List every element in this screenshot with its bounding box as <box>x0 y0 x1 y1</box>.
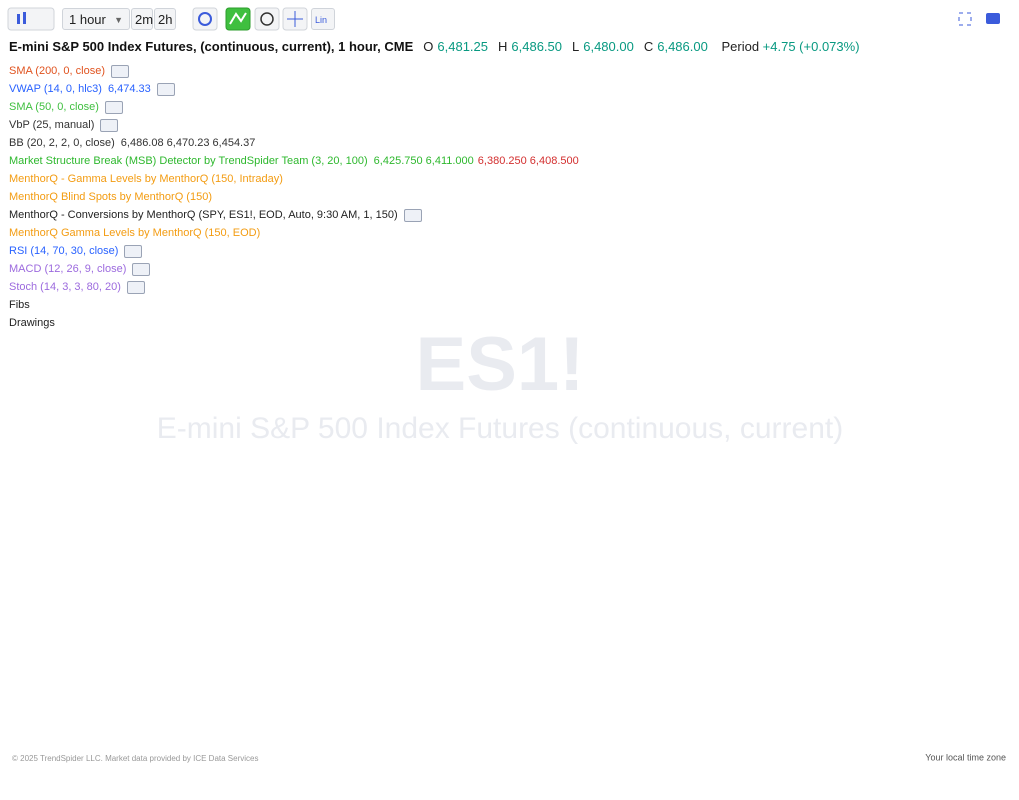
visibility-toggle[interactable] <box>124 244 143 258</box>
copyright: © 2025 TrendSpider LLC. Market data prov… <box>12 754 258 763</box>
settings-button[interactable] <box>192 7 218 31</box>
icon <box>198 12 212 26</box>
button-label: Lin <box>315 15 328 25</box>
indicator: MenthorQ Gamma Levels by MenthorQ (150, … <box>9 224 579 242</box>
icon <box>23 12 26 24</box>
fullscreen-button[interactable] <box>958 12 972 26</box>
indicator: MenthorQ - Conversions by MenthorQ (SPY,… <box>9 206 579 224</box>
interval-button[interactable]: 2m <box>131 8 153 30</box>
visibility-toggle[interactable] <box>104 100 123 114</box>
indicator: RSI (14, 70, 30, close) <box>9 242 579 260</box>
title: E-mini S&P 500 Index Futures, (continuou… <box>9 39 414 54</box>
timezone: Your local time zone <box>925 752 1006 762</box>
indicator-name: SMA (50, 0, close) <box>9 101 99 113</box>
indicator-name: MenthorQ - Gamma Levels by MenthorQ (150… <box>9 173 283 185</box>
indicator-name: MACD (12, 26, 9, close) <box>9 263 127 275</box>
icon <box>229 12 247 25</box>
clock-button[interactable] <box>254 7 280 31</box>
indicator-values: 6,486.08 6,470.23 6,454.37 <box>120 137 256 149</box>
visibility-toggle[interactable] <box>100 118 119 132</box>
interval: 1 hour <box>69 12 106 27</box>
indicator-name: MenthorQ - Conversions by MenthorQ (SPY,… <box>9 209 398 221</box>
visibility-toggle[interactable] <box>403 208 422 222</box>
interval-button[interactable]: 2h <box>154 8 176 30</box>
indicator: VWAP (14, 0, hlc3) 6,474.33 <box>9 80 579 98</box>
ohlc-label: H <box>498 39 508 54</box>
indicator-name: MenthorQ Gamma Levels by MenthorQ (150, … <box>9 227 261 239</box>
indicator-values: 6,425.750 6,411.000 <box>373 155 474 167</box>
button-label: 2h <box>158 12 173 27</box>
indicator-list: SMA (200, 0, close) VWAP (14, 0, hlc3) 6,4… <box>9 62 579 332</box>
indicator-values: 6,474.33 <box>107 83 151 95</box>
indicator-name: MenthorQ Blind Spots by MenthorQ (150) <box>9 191 212 203</box>
indicator: VbP (25, manual) <box>9 116 579 134</box>
indicator-name: RSI (14, 70, 30, close) <box>9 245 119 257</box>
indicator: BB (20, 2, 2, 0, close) 6,486.08 6,470.23… <box>9 134 579 152</box>
indicator: Drawings <box>9 314 579 332</box>
ohlc-label: L <box>572 39 580 54</box>
indicator: Stoch (14, 3, 3, 80, 20) <box>9 278 579 296</box>
ohlc: O 6,481.25 H 6,486.50 L 6,480.00 C 6,486.00 <box>413 39 708 54</box>
indicator: MenthorQ Blind Spots by MenthorQ (150) <box>9 188 579 206</box>
ohlc-value: 6,486.50 <box>511 39 562 54</box>
visibility-toggle[interactable] <box>111 64 129 78</box>
icon <box>260 12 274 26</box>
watermark-symbol: ES1! <box>416 322 585 407</box>
indicator-name: VbP (25, manual) <box>9 119 95 131</box>
visibility-toggle[interactable] <box>126 280 145 294</box>
indicator-name: Fibs <box>9 299 30 311</box>
screenshot-button[interactable] <box>986 13 1000 24</box>
ohlc-value: 6,481.25 <box>437 39 488 54</box>
visibility-toggle[interactable] <box>156 82 175 96</box>
ohlc-label: C <box>643 39 654 54</box>
visibility-toggle[interactable] <box>132 262 151 276</box>
ohlc-value: 6,486.00 <box>657 39 708 54</box>
indicator-name: SMA (200, 0, close) <box>9 65 105 77</box>
indicator: MenthorQ - Gamma Levels by MenthorQ (150… <box>9 170 579 188</box>
button-label: 2m <box>135 12 154 27</box>
draw-button[interactable] <box>225 7 251 31</box>
indicator: Fibs <box>9 296 579 314</box>
watermark-name: E-mini S&P 500 Index Futures (continuous… <box>157 412 843 445</box>
indicator-values: 6,380.250 6,408.500 <box>477 155 579 167</box>
caret: ▼ <box>114 15 123 25</box>
scale-button[interactable]: Lin <box>311 8 335 30</box>
header: E-mini S&P 500 Index Futures, (continuou… <box>9 39 860 54</box>
indicator: SMA (200, 0, close) <box>9 62 579 80</box>
ohlc-label: O <box>423 39 434 54</box>
interval-select[interactable]: 1 hour ▼ <box>62 8 130 30</box>
indicator-name: Market Structure Break (MSB) Detector by… <box>9 155 368 167</box>
ohlc-value: 6,480.00 <box>583 39 634 54</box>
indicator-name: VWAP (14, 0, hlc3) <box>9 83 102 95</box>
indicator: MACD (12, 26, 9, close) <box>9 260 579 278</box>
indicator-name: Stoch (14, 3, 3, 80, 20) <box>9 281 121 293</box>
icon <box>17 14 20 24</box>
chart-type-button[interactable] <box>7 7 55 31</box>
period-change: +4.75 (+0.073%) <box>762 39 860 54</box>
indicator: SMA (50, 0, close) <box>9 98 579 116</box>
indicator-name: BB (20, 2, 2, 0, close) <box>9 137 115 149</box>
period-label: Period <box>721 39 760 54</box>
indicator-name: Drawings <box>9 317 55 329</box>
indicator: Market Structure Break (MSB) Detector by… <box>9 152 579 170</box>
